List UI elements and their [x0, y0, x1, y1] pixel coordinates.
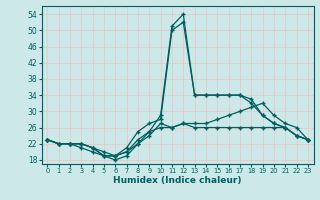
- X-axis label: Humidex (Indice chaleur): Humidex (Indice chaleur): [113, 176, 242, 185]
